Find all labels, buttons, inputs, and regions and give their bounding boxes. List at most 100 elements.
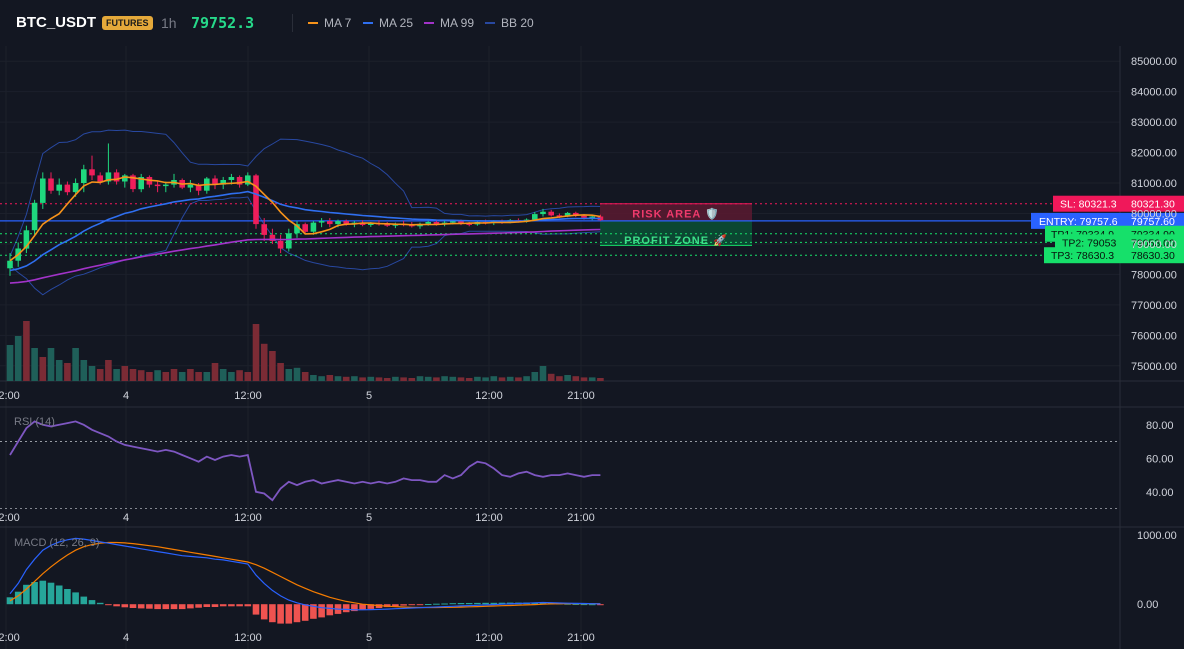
macd-line <box>9 537 601 611</box>
macd-histogram-bar <box>228 604 235 607</box>
interval-label[interactable]: 1h <box>161 15 177 31</box>
time-tick-label: 21:00 <box>567 390 595 402</box>
volume-bar <box>424 376 432 381</box>
volume-bar <box>236 370 243 381</box>
volume-bar <box>474 376 481 381</box>
futures-badge: FUTURES <box>102 16 153 30</box>
volume-bar <box>47 348 55 381</box>
price-tags: SL: 80321.3 80321.30 ENTRY: 79757.6 79757.6… <box>1031 195 1184 264</box>
time-tick-label: 12:00 <box>475 390 503 402</box>
candle-body <box>409 225 415 227</box>
macd-histogram-bar <box>113 604 120 607</box>
legend-swatch <box>485 22 495 24</box>
volume-bar <box>523 376 530 381</box>
candle-body <box>548 211 554 216</box>
macd-histogram-bar <box>424 604 432 605</box>
volume-bar <box>146 372 153 381</box>
candle-body <box>261 224 267 235</box>
sl-tag-bg <box>1053 195 1184 212</box>
legend-ma99[interactable]: MA 99 <box>424 16 474 30</box>
macd-histogram-bar <box>47 582 55 605</box>
macd-histogram-bar <box>203 604 211 607</box>
candle-body <box>23 230 30 249</box>
macd-histogram-bar <box>72 592 79 605</box>
volume-bar <box>162 372 170 381</box>
macd-histogram-bar <box>416 604 424 606</box>
candle-body <box>450 221 456 223</box>
rsi-time-tick-label: 21:00 <box>567 512 595 524</box>
volume-bar <box>383 378 391 381</box>
volume-bar <box>465 378 473 381</box>
volume-bar <box>588 377 596 381</box>
candle-body <box>97 175 103 182</box>
symbol-label[interactable]: BTC_USDT <box>16 14 97 31</box>
macd-histogram-bar <box>597 604 604 606</box>
macd-histogram-bar <box>465 603 473 605</box>
volume-bar <box>326 375 334 381</box>
price-tick-label: 75000.00 <box>1131 361 1177 373</box>
volume-bar <box>96 369 104 381</box>
legend-bb20[interactable]: BB 20 <box>485 16 534 30</box>
last-price: 79752.3 <box>191 14 255 32</box>
entry-tag-price: 79757.60 <box>1131 216 1175 228</box>
volume-bar <box>72 348 79 381</box>
entry-tag-bg <box>1031 212 1184 229</box>
volume-bar <box>433 377 440 381</box>
candle-body <box>105 172 112 182</box>
candle-body <box>269 234 276 241</box>
volume-bar <box>277 363 284 381</box>
legend-ma25[interactable]: MA 25 <box>363 16 413 30</box>
candle-body <box>532 214 538 220</box>
rsi-title: RSI (14) <box>14 416 55 428</box>
macd-tick-label: 1000.00 <box>1137 530 1177 542</box>
macd-histogram-bar <box>244 604 252 607</box>
candle-body <box>310 222 317 232</box>
time-tick-label: 12:00 <box>0 390 20 402</box>
volume-bar <box>39 357 47 381</box>
volume-bar <box>318 376 325 381</box>
price-tick-label: 81000.00 <box>1131 178 1177 190</box>
volume-bar <box>105 360 112 381</box>
volume-bar <box>80 360 88 381</box>
candle-body <box>56 184 62 191</box>
macd-histogram-bar <box>80 596 88 605</box>
candle-body <box>343 221 349 225</box>
candle-body <box>113 172 120 182</box>
volume-bar <box>137 370 145 381</box>
macd-histogram-bar <box>162 604 170 610</box>
legend-ma7[interactable]: MA 7 <box>308 16 351 30</box>
volume-bar <box>88 366 96 381</box>
moving-averages <box>9 176 601 284</box>
macd-histogram-bar <box>146 604 153 609</box>
price-tick-label: 83000.00 <box>1131 117 1177 129</box>
bb-lower-line <box>9 196 601 296</box>
header-divider <box>292 14 293 32</box>
macd-histogram-bar <box>277 604 284 624</box>
volume-bar <box>572 376 580 381</box>
candle-body <box>245 175 251 185</box>
macd-histogram-bar <box>539 602 547 605</box>
volume-bar <box>310 375 317 381</box>
macd-histogram-bar <box>39 580 47 605</box>
macd-histogram-bar <box>367 604 375 609</box>
volume-bar <box>597 378 604 381</box>
tp3-tag-bg <box>1044 247 1184 264</box>
volume-bar <box>260 343 268 381</box>
candle-body <box>302 224 308 232</box>
volume-bars <box>6 321 604 381</box>
macd-histogram-bar <box>252 604 260 615</box>
candle-body <box>163 184 169 187</box>
macd-histogram-bar <box>129 604 137 608</box>
volume-bar <box>31 348 38 381</box>
grid-lines <box>0 46 1184 649</box>
volume-bar <box>334 376 342 381</box>
price-tick-label: 76000.00 <box>1131 330 1177 342</box>
macd-time-tick-label: 5 <box>366 632 372 644</box>
ma7-line <box>9 176 601 262</box>
rsi-panel: 80.00 60.00 40.00 <box>0 420 1174 510</box>
macd-time-tick-label: 4 <box>123 632 129 644</box>
tp2-tag-label: TP2: 79053 <box>1062 237 1116 249</box>
risk-area-zone <box>600 203 752 221</box>
macd-histogram-bar <box>359 604 366 610</box>
